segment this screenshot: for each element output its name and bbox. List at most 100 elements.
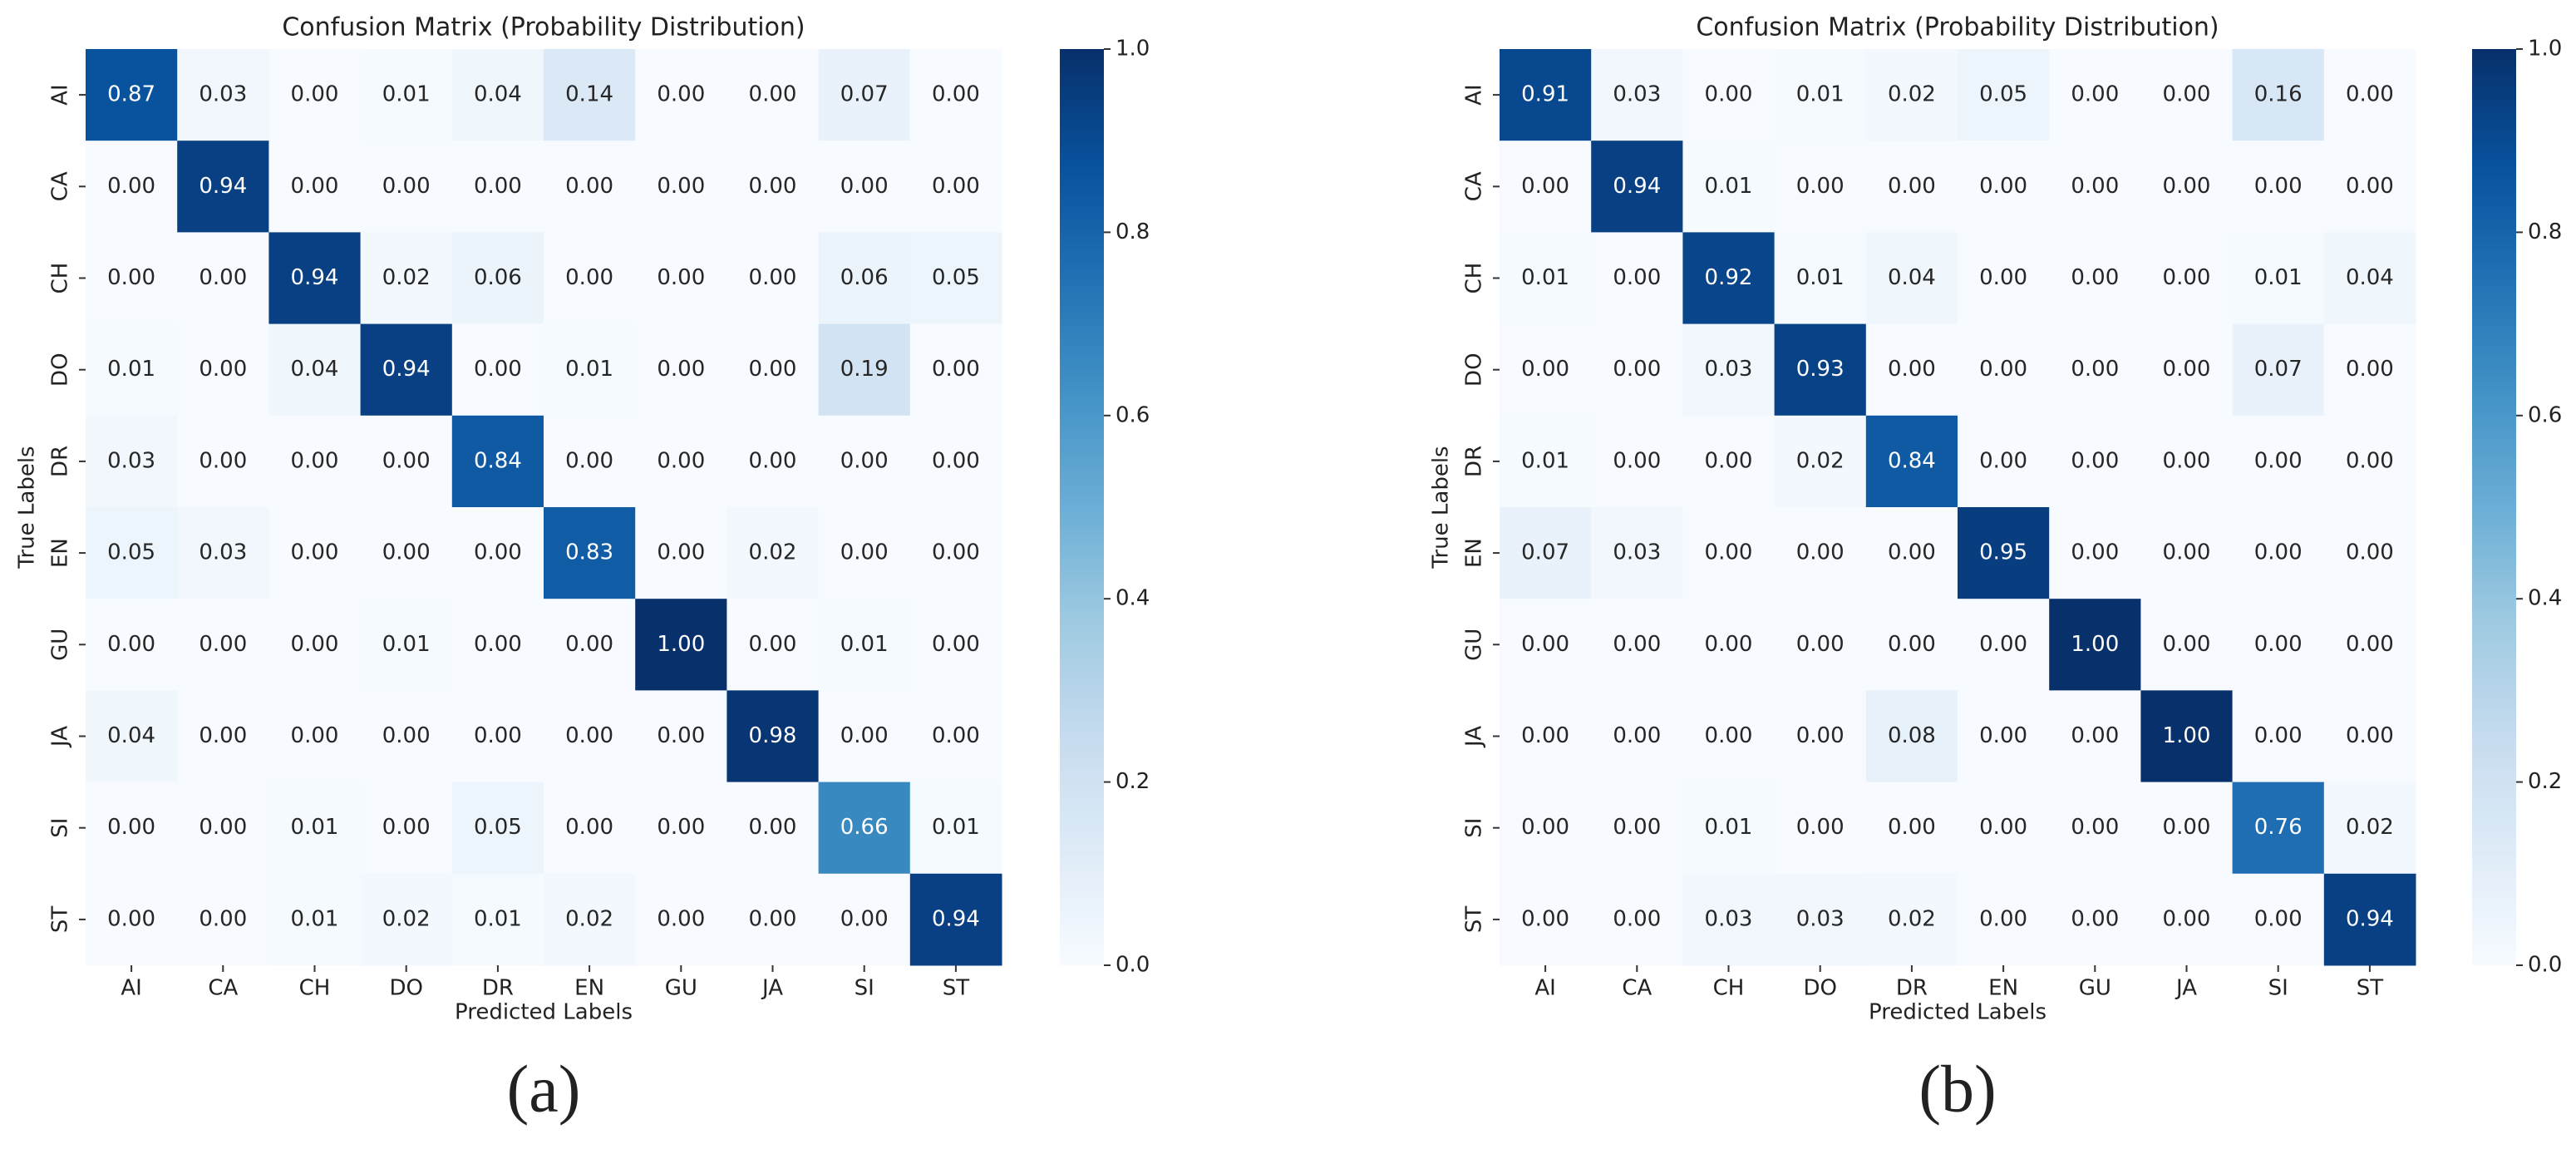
cell-label: 0.00 xyxy=(1888,357,1936,382)
heatmap-cell xyxy=(177,141,269,233)
cell-label: 0.00 xyxy=(291,82,339,107)
cell-label: 0.00 xyxy=(749,82,797,107)
colorbar-tick-label: 0.8 xyxy=(1116,219,1150,244)
y-tick-label: AI xyxy=(48,84,73,105)
heatmap-cell xyxy=(727,141,820,233)
cell-label: 0.00 xyxy=(932,82,980,107)
cell-label: 0.02 xyxy=(2346,815,2394,840)
heatmap-cell xyxy=(909,782,1002,875)
heatmap-cell xyxy=(86,507,178,599)
cell-label: 0.01 xyxy=(1796,265,1845,290)
heatmap-cell xyxy=(86,323,178,417)
heatmap-cell xyxy=(818,507,911,599)
cell-label: 0.01 xyxy=(382,632,431,657)
heatmap-cell xyxy=(544,232,636,325)
heatmap-cell xyxy=(2323,507,2416,599)
cell-label: 0.00 xyxy=(1979,265,2027,290)
cell-label: 0.05 xyxy=(1979,82,2027,107)
cell-label: 0.00 xyxy=(1888,174,1936,199)
heatmap-cell xyxy=(818,599,911,691)
cell-label: 0.00 xyxy=(291,448,339,473)
cell-label: 0.00 xyxy=(1888,540,1936,565)
heatmap-cell xyxy=(86,49,178,141)
cell-label: 0.00 xyxy=(107,815,155,840)
y-tick-label: GU xyxy=(48,629,73,661)
heatmap-cell xyxy=(360,49,453,141)
cell-label: 0.94 xyxy=(932,906,980,931)
cell-label: 0.00 xyxy=(2163,815,2211,840)
x-tick-label: JA xyxy=(761,976,783,1001)
cell-label: 0.00 xyxy=(199,632,247,657)
cell-label: 0.00 xyxy=(1613,632,1661,657)
heatmap-cell xyxy=(727,599,820,691)
heatmap-cell xyxy=(1865,782,1958,875)
heatmap-cell xyxy=(177,690,269,783)
cell-label: 0.00 xyxy=(2346,632,2394,657)
cell-label: 0.03 xyxy=(1705,357,1753,382)
cell-label: 0.00 xyxy=(199,357,247,382)
heatmap-cell xyxy=(909,507,1002,599)
heatmap-cell xyxy=(635,873,727,966)
cell-label: 0.76 xyxy=(2254,815,2303,840)
heatmap-cell xyxy=(1865,599,1958,691)
x-tick-label: DO xyxy=(389,976,423,1001)
y-tick-label: GU xyxy=(1462,629,1487,661)
x-tick-label: ST xyxy=(943,976,970,1001)
chart-title: Confusion Matrix (Probability Distributi… xyxy=(282,13,805,42)
heatmap-cell xyxy=(2140,415,2234,508)
cell-label: 0.00 xyxy=(657,723,705,748)
heatmap-cell xyxy=(360,141,453,233)
cell-label: 0.00 xyxy=(2254,906,2303,931)
heatmap-cell xyxy=(1500,141,1592,233)
heatmap-cell xyxy=(1682,599,1776,691)
cell-label: 0.00 xyxy=(474,357,522,382)
cell-label: 0.00 xyxy=(1705,82,1753,107)
heatmap-cell xyxy=(451,782,544,875)
heatmap-cell xyxy=(544,415,636,508)
y-tick-label: CA xyxy=(1462,171,1487,201)
cell-label: 0.07 xyxy=(840,82,889,107)
y-tick-label: JA xyxy=(1462,726,1487,748)
heatmap-cell xyxy=(1500,49,1592,141)
heatmap-cell xyxy=(1774,873,1867,966)
cell-label: 0.00 xyxy=(199,906,247,931)
heatmap-cell xyxy=(1500,690,1592,783)
cell-label: 0.00 xyxy=(2071,265,2119,290)
x-tick-label: DR xyxy=(482,976,514,1001)
heatmap-cell xyxy=(544,323,636,417)
heatmap-cell xyxy=(909,141,1002,233)
heatmap-cell xyxy=(2049,415,2141,508)
cell-label: 0.00 xyxy=(2346,82,2394,107)
heatmap-cell xyxy=(635,599,727,691)
heatmap-cell xyxy=(360,599,453,691)
cell-label: 0.84 xyxy=(474,448,522,473)
heatmap-cell xyxy=(2049,690,2141,783)
cell-label: 0.01 xyxy=(291,815,339,840)
cell-label: 0.00 xyxy=(291,632,339,657)
heatmap-cell xyxy=(1500,415,1592,508)
heatmap-cell xyxy=(1958,323,2050,417)
cell-label: 0.94 xyxy=(2346,906,2394,931)
cell-label: 0.87 xyxy=(107,82,155,107)
heatmap-cell xyxy=(1958,782,2050,875)
cell-label: 0.00 xyxy=(291,174,339,199)
heatmap-cell xyxy=(544,141,636,233)
heatmap-cell xyxy=(1774,415,1867,508)
cell-label: 0.00 xyxy=(2346,448,2394,473)
heatmap-cell xyxy=(727,415,820,508)
cell-label: 0.00 xyxy=(2163,632,2211,657)
heatmap-cell xyxy=(727,49,820,141)
heatmap-cell xyxy=(451,141,544,233)
cell-label: 0.00 xyxy=(107,174,155,199)
colorbar-tick-label: 0.0 xyxy=(1116,953,1150,978)
heatmap-cell xyxy=(1865,49,1958,141)
y-tick-label: CH xyxy=(48,263,73,294)
heatmap-cell xyxy=(360,323,453,417)
cell-label: 0.07 xyxy=(1521,540,1569,565)
heatmap-cell xyxy=(451,49,544,141)
colorbar-tick-label: 0.0 xyxy=(2528,953,2562,978)
cell-label: 0.00 xyxy=(474,632,522,657)
cell-label: 0.03 xyxy=(1705,906,1753,931)
cell-label: 0.00 xyxy=(1979,632,2027,657)
cell-label: 0.01 xyxy=(1705,815,1753,840)
